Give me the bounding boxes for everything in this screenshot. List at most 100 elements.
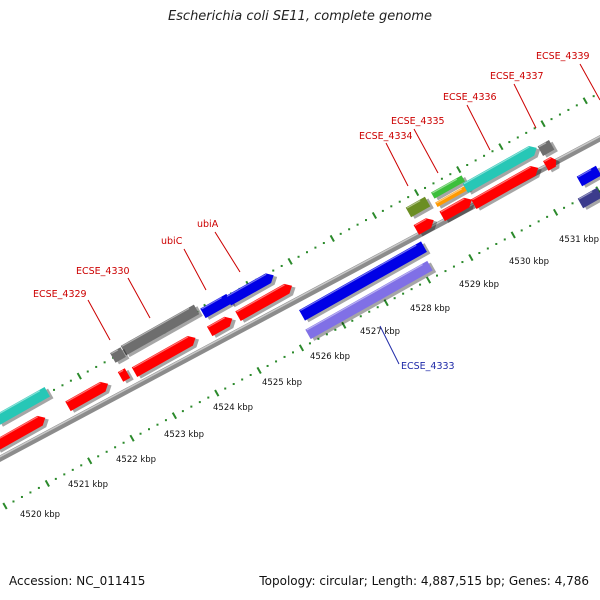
outer-tick-row-minor-tick	[61, 384, 64, 387]
inner-tick-row-minor-tick	[37, 486, 40, 489]
outer-tick-row-minor-tick	[280, 264, 283, 267]
gene-red-3-body	[131, 335, 196, 377]
gene-ecse-4335b-body	[435, 184, 469, 208]
gene-features	[0, 140, 600, 453]
inner-tick-row-minor-tick	[249, 373, 252, 376]
gene-red-3-shine	[132, 336, 189, 369]
inner-tick-row-minor-tick	[452, 265, 455, 268]
gene-ecse-4335b-shadow	[438, 186, 473, 209]
kbp-label: 4528 kbp	[410, 304, 450, 314]
gene-ecse-4330-body	[120, 304, 200, 356]
gene-ecse-4333-blue	[299, 241, 431, 323]
gene-red-8-body	[471, 165, 539, 209]
gene-label: ECSE_4336	[443, 92, 497, 103]
inner-tick-row-minor-tick	[537, 220, 540, 223]
inner-tick-row-major-tick	[552, 208, 559, 216]
gene-label: ECSE_4335	[391, 116, 445, 127]
outer-tick-row-minor-tick	[297, 255, 300, 258]
gene-ecse-4335-shine	[432, 178, 458, 194]
outer-tick-row-minor-tick	[86, 370, 89, 373]
inner-tick-row-minor-tick	[181, 410, 184, 413]
gene-ecse-4337	[537, 140, 558, 158]
inner-tick-row-major-tick	[425, 276, 432, 284]
inner-tick-row-major-tick	[44, 479, 50, 487]
gene-ecse-4333-body	[305, 260, 433, 340]
inner-tick-row-minor-tick	[114, 446, 117, 449]
inner-tick-row-minor-tick	[520, 229, 523, 232]
inner-tick-row-major-tick	[256, 366, 262, 375]
inner-tick-row-minor-tick	[308, 342, 311, 345]
kbp-label: 4524 kbp	[213, 403, 253, 413]
inner-tick-row-minor-tick	[207, 396, 210, 399]
gene-ecse-4330-shine	[121, 307, 190, 347]
gene-red-6-body	[413, 218, 434, 235]
gene-leader-line	[513, 83, 537, 129]
gene-right-blue-shine	[577, 169, 592, 178]
inner-tick-row-minor-tick	[122, 441, 125, 444]
outer-tick-row-major-tick	[76, 372, 82, 380]
outer-tick-row-minor-tick	[440, 177, 443, 180]
outer-tick-row-minor-tick	[305, 251, 308, 254]
outer-tick-row-minor-tick	[516, 136, 519, 139]
gene-right-navy	[577, 187, 600, 210]
gene-ecse-4329	[110, 347, 130, 365]
kbp-label: 4526 kbp	[310, 352, 350, 362]
gene-red-6-shine	[414, 218, 427, 227]
inner-tick-row-major-tick	[87, 457, 93, 465]
gene-red-2	[65, 381, 112, 413]
gene-leader-line	[385, 142, 409, 187]
inner-tick-row-minor-tick	[105, 450, 108, 453]
inner-tick-row-minor-tick	[283, 355, 286, 358]
inner-tick-row-minor-tick	[461, 261, 464, 264]
inner-tick-row-minor-tick	[292, 351, 294, 354]
inner-tick-row-minor-tick	[97, 455, 100, 458]
outer-tick-row-minor-tick	[348, 228, 351, 231]
outer-tick-row-major-tick	[414, 188, 420, 197]
gene-red-left-shine	[0, 416, 39, 443]
kbp-label: 4531 kbp	[559, 235, 599, 245]
gene-ecse-4336-body	[462, 146, 537, 193]
gene-label: ECSE_4334	[359, 131, 413, 142]
gene-red-5	[235, 283, 296, 323]
inner-tick-row-minor-tick	[563, 206, 566, 209]
gene-ecse-4335b-shine	[436, 188, 463, 204]
gene-red-left-body	[0, 415, 46, 452]
inner-tick-row-minor-tick	[317, 337, 320, 340]
inner-tick-row-minor-tick	[241, 378, 244, 381]
inner-tick-row-minor-tick	[275, 360, 278, 363]
gene-right-blue-body	[576, 165, 600, 187]
inner-tick-row-minor-tick	[419, 283, 422, 286]
inner-tick-row-minor-tick	[503, 238, 506, 241]
outer-tick-row-minor-tick	[322, 242, 325, 245]
gene-red-4	[206, 316, 236, 338]
inner-tick-row-minor-tick	[20, 495, 23, 498]
gene-leader-line	[214, 231, 241, 273]
gene-ecse-4333-blue-shine	[300, 244, 417, 312]
inner-tick-row-minor-tick	[232, 383, 235, 386]
outer-tick-row-minor-tick	[339, 232, 342, 235]
gene-ecse-4337-body	[537, 140, 555, 156]
inner-tick-row-major-tick	[341, 321, 347, 329]
inner-tick-row-major-tick	[171, 412, 178, 420]
inner-tick-row-minor-tick	[334, 328, 337, 331]
outer-tick-row-minor-tick	[432, 182, 435, 185]
outer-tick-row-minor-tick	[508, 141, 511, 144]
gene-red-5-shine	[236, 284, 285, 313]
gene-red-9-shine	[544, 157, 552, 163]
outer-tick-row-minor-tick	[95, 365, 98, 368]
inner-tick-row-minor-tick	[546, 215, 549, 218]
inner-tick-row-major-tick	[510, 231, 516, 239]
outer-tick-row-minor-tick	[592, 95, 595, 98]
inner-tick-row-minor-tick	[139, 432, 142, 435]
outer-tick-row-minor-tick	[272, 269, 275, 272]
gene-ecse-4335	[431, 175, 469, 201]
inner-tick-row-minor-tick	[495, 242, 498, 245]
outer-tick-row-minor-tick	[69, 379, 72, 382]
outer-tick-row-major-tick	[287, 257, 293, 265]
gene-label: ubiA	[197, 219, 219, 230]
inner-tick-row-major-tick	[298, 344, 305, 352]
gene-teal-left	[0, 386, 54, 427]
gene-ecse-4334-shine	[406, 200, 421, 209]
gene-red-2-shine	[66, 382, 101, 403]
outer-tick-row-major-tick	[582, 97, 588, 105]
